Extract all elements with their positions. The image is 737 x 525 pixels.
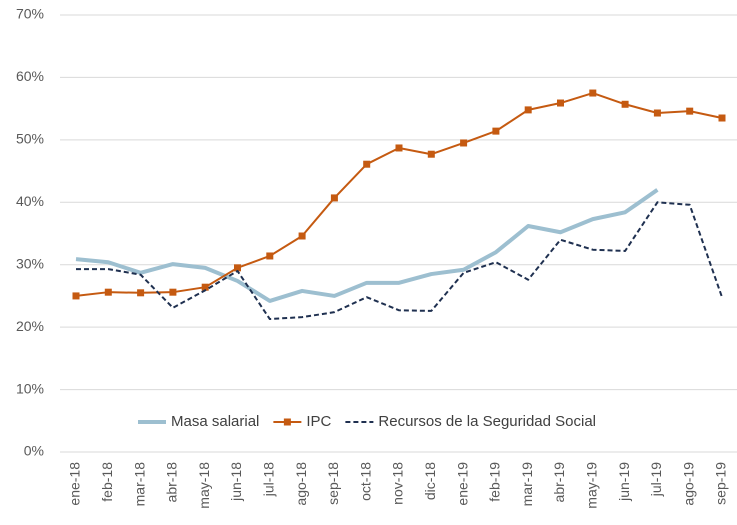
data-point [718, 114, 726, 122]
x-tick-label: ago-18 [293, 462, 309, 506]
legend-label: IPC [306, 413, 331, 430]
legend-label: Masa salarial [171, 413, 259, 430]
y-tick-label: 30% [16, 255, 44, 271]
data-point [330, 194, 338, 202]
x-tick-label: nov-18 [390, 462, 406, 505]
x-tick-label: feb-18 [99, 462, 115, 502]
x-tick-label: jul-18 [261, 462, 277, 497]
x-tick-label: may-19 [584, 462, 600, 509]
x-tick-label: abr-18 [164, 462, 180, 503]
legend: Masa salarial IPC Recursos de la Seguridad… [138, 413, 596, 430]
y-tick-label: 0% [24, 443, 44, 459]
series-line [76, 201, 723, 321]
x-tick-label: jun-19 [616, 462, 632, 502]
y-tick-label: 10% [16, 380, 44, 396]
x-tick-label: oct-18 [357, 462, 373, 501]
x-tick-label: jun-18 [228, 462, 244, 502]
data-point [621, 100, 629, 108]
data-point [492, 127, 500, 135]
data-point [686, 107, 694, 115]
data-point [201, 283, 209, 291]
x-tick-label: ene-18 [67, 462, 83, 506]
data-point [137, 289, 145, 297]
x-tick-label: mar-19 [519, 462, 535, 507]
y-tick-label: 60% [16, 68, 44, 84]
x-tick-label: abr-19 [551, 462, 567, 503]
x-tick-label: may-18 [196, 462, 212, 509]
data-point [427, 150, 435, 158]
data-point [395, 144, 403, 152]
y-tick-label: 20% [16, 318, 44, 334]
x-tick-label: jul-19 [648, 462, 664, 497]
data-point [72, 292, 80, 300]
x-tick-label: mar-18 [131, 462, 147, 507]
y-tick-label: 70% [16, 6, 44, 22]
data-point [589, 89, 597, 97]
data-point [524, 106, 532, 114]
series-line [75, 188, 659, 303]
data-point [234, 264, 241, 272]
x-tick-label: ago-19 [680, 462, 696, 506]
data-point [169, 288, 177, 296]
y-tick-label: 50% [16, 131, 44, 147]
y-tick-label: 40% [16, 193, 44, 209]
data-point [363, 160, 371, 168]
data-point [460, 139, 468, 147]
legend-label: Recursos de la Seguridad Social [378, 413, 596, 430]
x-tick-label: feb-19 [487, 462, 503, 502]
data-point [104, 288, 112, 296]
data-point [266, 252, 274, 260]
x-tick-label: sep-19 [713, 462, 729, 505]
x-tick-label: ene-19 [454, 462, 470, 506]
x-tick-label: dic-18 [422, 462, 438, 500]
data-point [298, 232, 306, 240]
data-point [653, 109, 661, 117]
data-point [557, 99, 564, 107]
x-tick-label: sep-18 [325, 462, 341, 505]
legend-marker [283, 418, 291, 426]
